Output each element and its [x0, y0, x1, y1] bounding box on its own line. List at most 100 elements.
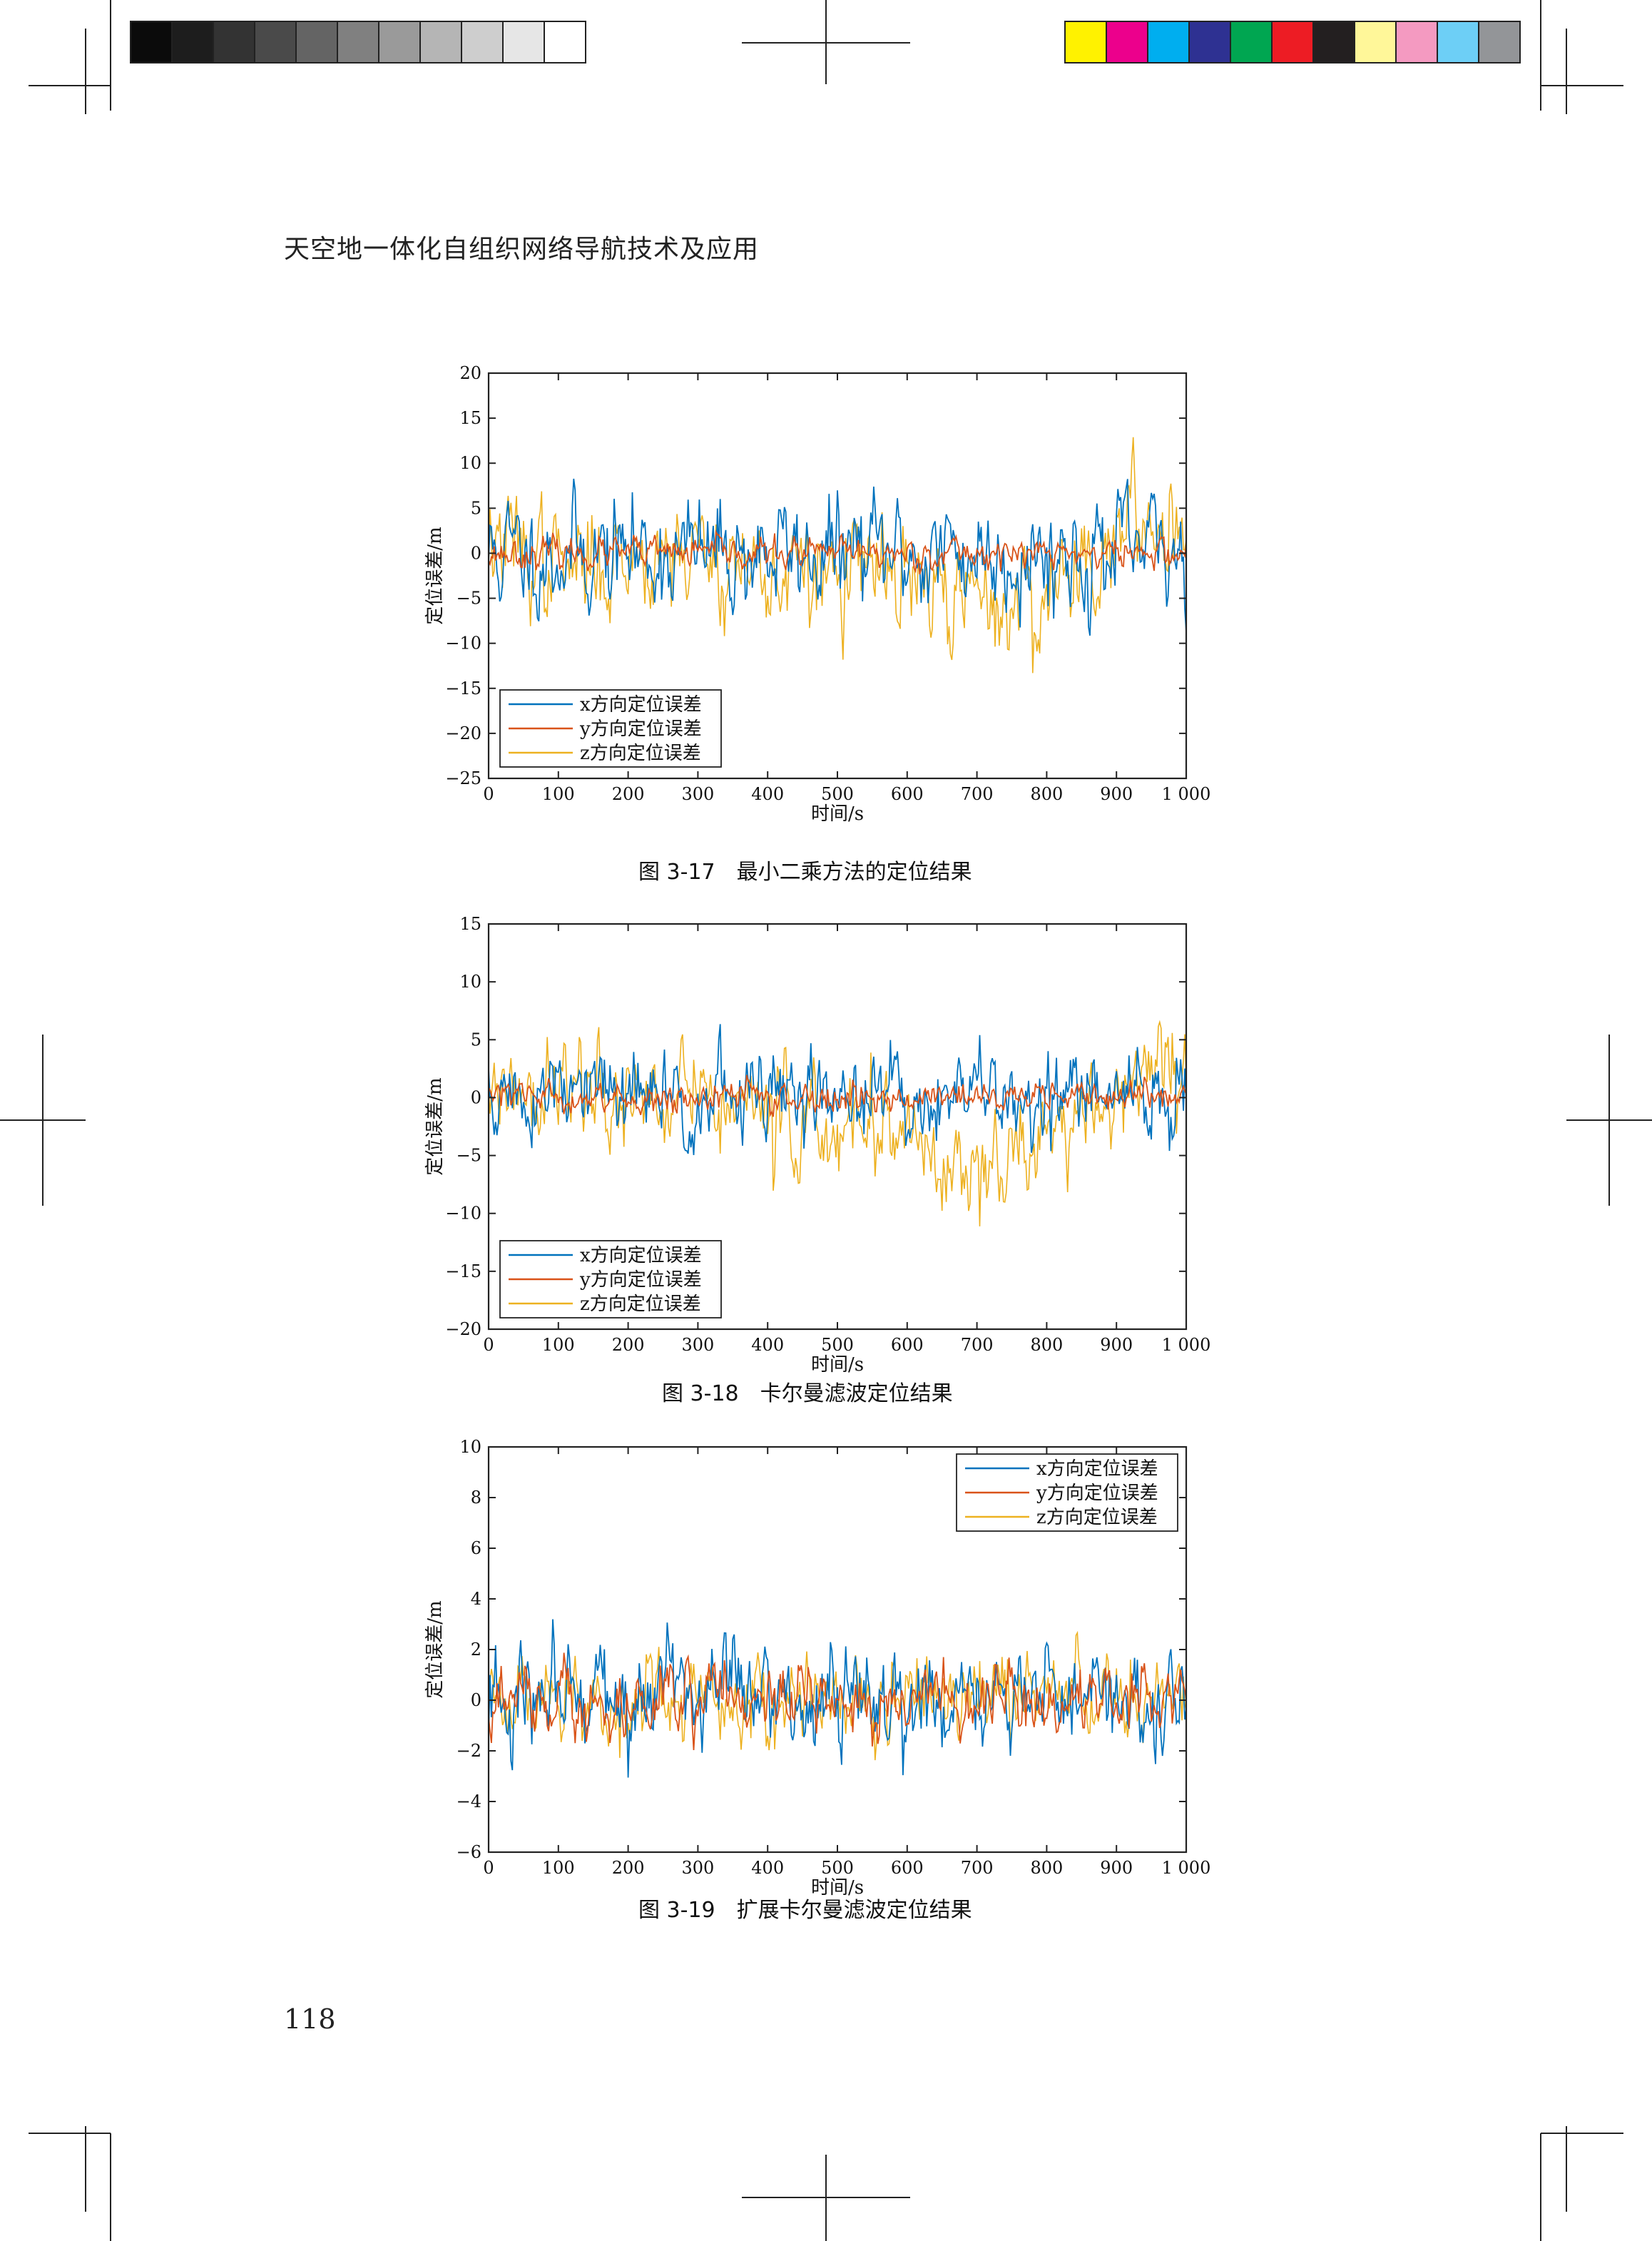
x-tick-label: 300: [681, 1858, 714, 1878]
color-swatch: [1188, 21, 1231, 63]
x-tick-label: 200: [612, 784, 645, 804]
y-tick-label: −6: [457, 1842, 481, 1862]
legend-label-z: z方向定位误差: [580, 1294, 701, 1315]
x-tick-label: 1 000: [1162, 784, 1211, 804]
color-swatch: [1106, 21, 1148, 63]
y-tick-label: 10: [459, 453, 481, 473]
x-tick-label: 500: [821, 1335, 854, 1355]
y-tick-label: −15: [445, 679, 481, 698]
color-swatch: [1271, 21, 1314, 63]
x-tick-label: 500: [821, 1858, 854, 1878]
y-tick-label: −20: [445, 723, 481, 743]
y-axis-label: 定位误差/m: [424, 527, 446, 624]
y-tick-label: 0: [471, 1087, 481, 1107]
color-swatch: [1478, 21, 1521, 63]
series-line-y: [489, 529, 1186, 575]
x-axis-label: 时间/s: [811, 1354, 864, 1376]
legend-label-z: z方向定位误差: [580, 743, 701, 764]
x-tick-label: 400: [751, 1335, 784, 1355]
legend-label-y: y方向定位误差: [579, 718, 702, 740]
x-tick-label: 1 000: [1162, 1335, 1211, 1355]
color-swatch: [1064, 21, 1107, 63]
legend-label-x: x方向定位误差: [1036, 1458, 1158, 1480]
y-tick-label: −10: [445, 1204, 481, 1224]
gray-swatch: [171, 21, 214, 63]
y-axis-label: 定位误差/m: [424, 1077, 446, 1175]
legend-label-y: y方向定位误差: [1036, 1483, 1158, 1504]
color-swatch: [1354, 21, 1397, 63]
x-tick-label: 600: [891, 1858, 924, 1878]
series-line-z: [489, 1020, 1186, 1226]
color-swatch: [1312, 21, 1355, 63]
gray-swatch: [254, 21, 297, 63]
y-tick-label: −2: [457, 1741, 481, 1761]
running-header: 天空地一体化自组织网络导航技术及应用: [284, 235, 760, 264]
x-tick-label: 100: [542, 1335, 575, 1355]
y-tick-label: 4: [471, 1589, 481, 1609]
y-tick-label: 8: [471, 1488, 481, 1508]
y-tick-label: 2: [471, 1640, 481, 1660]
y-tick-label: 6: [471, 1538, 481, 1558]
page-number: 118: [284, 2003, 336, 2035]
x-tick-label: 400: [751, 784, 784, 804]
x-tick-label: 0: [483, 784, 494, 804]
x-tick-label: 900: [1100, 1858, 1133, 1878]
y-tick-label: 0: [471, 1690, 481, 1710]
x-tick-label: 500: [821, 784, 854, 804]
figure-3-18-chart: 0 100 200 300 400 500 600 700 800 900 1 000 15 10 5 0−…: [399, 911, 1255, 1389]
gray-swatch: [502, 21, 545, 63]
legend-label-y: y方向定位误差: [579, 1269, 702, 1291]
gray-swatch: [213, 21, 255, 63]
grayscale-calibration-bar: [130, 21, 586, 63]
legend-label-x: x方向定位误差: [580, 1245, 702, 1266]
x-tick-label: 200: [612, 1335, 645, 1355]
x-tick-label: 900: [1100, 1335, 1133, 1355]
figure-3-17-caption: 图 3-17 最小二乘方法的定位结果: [638, 860, 972, 885]
x-tick-label: 800: [1030, 784, 1063, 804]
x-tick-label: 200: [612, 1858, 645, 1878]
gray-swatch: [378, 21, 421, 63]
color-swatch: [1230, 21, 1273, 63]
x-tick-label: 400: [751, 1858, 784, 1878]
x-tick-label: 600: [891, 1335, 924, 1355]
gray-swatch: [295, 21, 338, 63]
color-swatch: [1147, 21, 1190, 63]
figure-3-19-caption: 图 3-19 扩展卡尔曼滤波定位结果: [638, 1898, 972, 1923]
chart-svg: 0 100 200 300 400 500 600 700 800 900 1 000151050−…: [424, 914, 1211, 1376]
x-tick-label: 700: [961, 1335, 994, 1355]
y-tick-label: 10: [459, 972, 481, 992]
chart-legend: x方向定位误差 y方向定位误差 z方向定位误差: [956, 1453, 1178, 1532]
y-tick-label: 15: [459, 914, 481, 934]
color-calibration-bar: [1064, 21, 1521, 63]
y-tick-label: 15: [459, 408, 481, 428]
x-tick-label: 0: [483, 1335, 494, 1355]
series-line-y: [489, 1074, 1186, 1117]
figure-3-18-caption: 图 3-18 卡尔曼滤波定位结果: [662, 1381, 953, 1406]
x-axis-label: 时间/s: [811, 1877, 864, 1899]
y-tick-label: −20: [445, 1319, 481, 1339]
x-tick-label: 0: [483, 1858, 494, 1878]
series-line-x: [489, 478, 1186, 636]
y-tick-label: −5: [457, 1146, 481, 1166]
series-line-y: [489, 1652, 1186, 1750]
series-line-x: [489, 1619, 1186, 1778]
legend-label-z: z方向定位误差: [1036, 1507, 1158, 1528]
legend-label-x: x方向定位误差: [580, 694, 702, 716]
x-tick-label: 100: [542, 1858, 575, 1878]
gray-swatch: [419, 21, 462, 63]
color-swatch: [1395, 21, 1438, 63]
x-tick-label: 600: [891, 784, 924, 804]
x-tick-label: 300: [681, 784, 714, 804]
y-tick-label: 20: [459, 363, 481, 383]
x-tick-label: 1 000: [1162, 1858, 1211, 1878]
series-line-x: [489, 1024, 1186, 1156]
y-tick-label: −5: [457, 589, 481, 609]
x-tick-label: 700: [961, 784, 994, 804]
y-tick-label: −15: [445, 1261, 481, 1281]
x-axis-label: 时间/s: [811, 803, 864, 825]
x-tick-label: 700: [961, 1858, 994, 1878]
y-axis-label: 定位误差/m: [424, 1600, 446, 1698]
